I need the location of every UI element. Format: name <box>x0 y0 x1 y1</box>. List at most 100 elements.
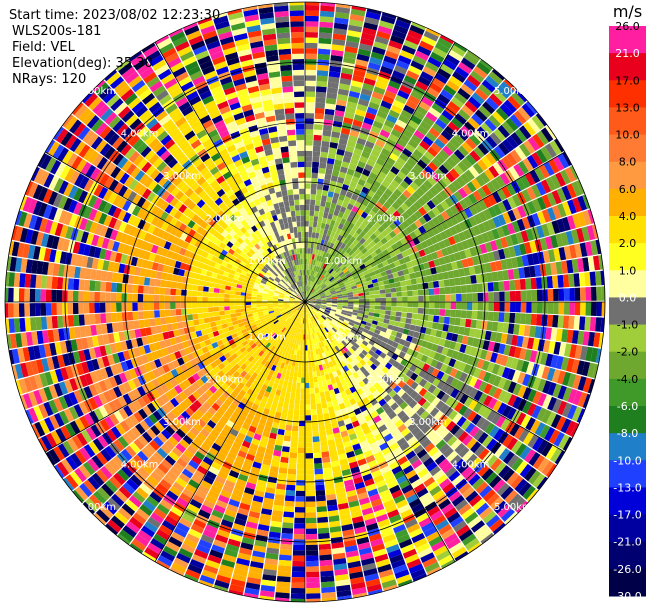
velocity-gate <box>273 450 282 457</box>
velocity-gate <box>417 434 428 445</box>
velocity-gate <box>555 416 567 431</box>
velocity-gate <box>409 204 418 214</box>
velocity-gate <box>378 184 387 193</box>
velocity-gate <box>413 416 424 426</box>
velocity-gate <box>445 141 458 153</box>
velocity-gate <box>474 524 489 538</box>
velocity-gate <box>175 309 182 316</box>
velocity-gate <box>453 233 461 244</box>
velocity-gate <box>446 80 460 92</box>
velocity-gate <box>388 230 397 239</box>
velocity-gate <box>319 162 327 169</box>
velocity-gate <box>446 450 458 462</box>
velocity-gate <box>347 456 357 464</box>
velocity-gate <box>329 449 338 457</box>
velocity-gate <box>577 330 585 345</box>
velocity-gate <box>423 457 435 468</box>
velocity-gate <box>345 262 351 268</box>
velocity-gate <box>364 389 372 397</box>
velocity-gate <box>318 273 323 280</box>
velocity-gate <box>298 426 305 432</box>
velocity-gate <box>486 438 498 451</box>
velocity-gate <box>529 240 538 253</box>
velocity-gate <box>431 172 441 183</box>
velocity-gate <box>345 423 354 431</box>
velocity-gate <box>356 196 364 204</box>
velocity-gate <box>379 20 394 30</box>
velocity-gate <box>309 287 313 293</box>
velocity-gate <box>337 94 348 102</box>
velocity-gate <box>501 156 513 169</box>
velocity-gate <box>352 239 359 246</box>
velocity-gate <box>275 439 283 446</box>
velocity-gate <box>320 581 335 588</box>
velocity-gate <box>362 328 370 334</box>
velocity-gate <box>552 156 565 171</box>
velocity-gate <box>511 334 519 346</box>
velocity-gate <box>503 312 510 323</box>
velocity-gate <box>320 307 326 310</box>
velocity-gate <box>506 407 517 420</box>
velocity-gate <box>346 289 353 293</box>
velocity-gate <box>325 488 336 496</box>
velocity-gate <box>365 214 373 222</box>
velocity-gate <box>305 409 311 416</box>
velocity-gate <box>536 407 547 422</box>
velocity-gate <box>517 106 531 121</box>
velocity-gate <box>297 453 305 459</box>
velocity-gate <box>332 33 347 41</box>
velocity-gate <box>305 458 314 464</box>
velocity-gate <box>280 413 288 420</box>
velocity-gate <box>339 206 347 213</box>
velocity-gate <box>315 97 326 104</box>
velocity-gate <box>373 382 381 390</box>
velocity-gate <box>388 238 396 246</box>
velocity-gate <box>369 56 383 66</box>
velocity-gate <box>100 313 107 324</box>
velocity-gate <box>408 65 422 76</box>
velocity-gate <box>357 260 364 267</box>
velocity-gate <box>361 247 368 255</box>
velocity-gate <box>388 152 399 162</box>
velocity-gate <box>305 517 317 524</box>
velocity-gate <box>363 251 371 258</box>
velocity-gate <box>281 407 289 414</box>
velocity-gate <box>280 543 293 551</box>
velocity-gate <box>421 255 429 264</box>
velocity-gate <box>338 402 346 410</box>
velocity-gate <box>540 146 553 161</box>
velocity-gate <box>473 390 483 402</box>
velocity-gate <box>309 317 312 323</box>
velocity-gate <box>457 87 471 100</box>
velocity-gate <box>388 411 397 420</box>
velocity-gate <box>322 340 328 347</box>
velocity-gate <box>346 140 357 148</box>
velocity-gate <box>519 313 527 325</box>
velocity-gate <box>542 394 552 409</box>
velocity-gate <box>434 302 440 309</box>
velocity-gate <box>438 240 446 250</box>
velocity-gate <box>397 456 408 466</box>
velocity-gate <box>298 366 302 373</box>
velocity-gate <box>322 184 330 191</box>
velocity-gate <box>332 281 338 286</box>
velocity-gate <box>482 196 493 209</box>
velocity-gate <box>347 264 353 271</box>
velocity-gate <box>261 304 268 307</box>
velocity-gate <box>380 327 388 333</box>
velocity-gate <box>502 468 515 482</box>
velocity-gate <box>471 92 485 105</box>
velocity-gate <box>333 22 348 30</box>
velocity-gate <box>458 404 468 416</box>
velocity-gate <box>384 451 395 461</box>
velocity-gate <box>315 296 321 299</box>
velocity-gate <box>346 215 354 223</box>
velocity-gate <box>328 314 334 319</box>
velocity-gate <box>545 125 556 140</box>
velocity-gate <box>291 582 305 589</box>
velocity-gate <box>370 125 382 134</box>
velocity-gate <box>438 458 450 470</box>
velocity-gate <box>466 310 473 319</box>
velocity-gate <box>432 489 445 501</box>
velocity-gate <box>329 520 341 528</box>
